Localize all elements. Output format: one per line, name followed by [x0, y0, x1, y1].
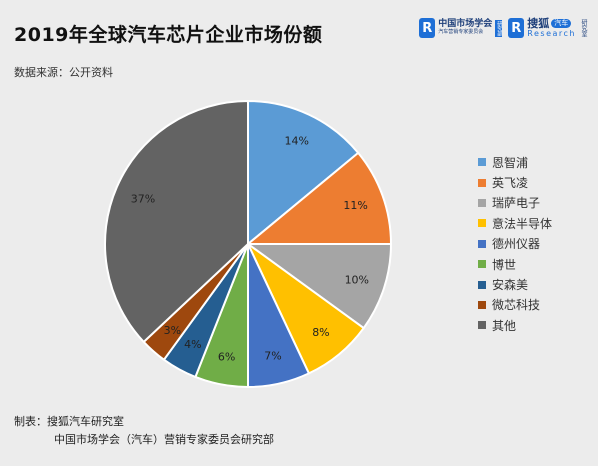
org2-logo-vert: 研究室 — [580, 19, 587, 37]
legend-label-2: 瑞萨电子 — [492, 196, 541, 211]
org2-logo-badge: R — [508, 18, 525, 38]
legend-swatch-6 — [478, 280, 486, 289]
org2-logo-main: 搜狐 — [527, 17, 550, 31]
legend-label-5: 博世 — [492, 257, 517, 272]
pie-labels: 14% 11% 10% 8% 7% 6% 4%3% 37% — [131, 134, 369, 363]
pie-slice-2 — [244, 243, 393, 330]
footer-line-1: 制表：搜狐汽车研究室 — [14, 415, 124, 428]
pie-slice-label-4: 7% — [264, 350, 281, 363]
org1-logo-sub: 汽车营销专家委员会 — [438, 29, 484, 36]
org1-logo-main: 中国市场学会 — [438, 19, 493, 30]
legend-item-1: 英飞凌 — [478, 172, 552, 192]
chart-legend: 恩智浦英飞凌瑞萨电子意法半导体德州仪器博世安森美微芯科技其他 — [478, 152, 552, 336]
legend-item-5: 博世 — [478, 254, 552, 274]
pie-slice-label-8: 37% — [131, 193, 155, 206]
legend-swatch-0 — [478, 158, 486, 167]
legend-item-2: 瑞萨电子 — [478, 193, 552, 213]
pie-slices — [104, 99, 393, 389]
legend-swatch-7 — [478, 300, 486, 309]
org1-logo-tag: 研究部 — [495, 19, 503, 37]
org1-logo-text: 中国市场学会 汽车营销专家委员会 — [438, 19, 493, 36]
legend-label-4: 德州仪器 — [492, 237, 541, 252]
legend-label-8: 其他 — [492, 318, 517, 333]
pie-slice-label-2: 10% — [345, 273, 369, 286]
pie-slice-label-1: 11% — [343, 199, 367, 212]
org2-logo-pill: 汽车 — [551, 19, 572, 29]
pie-slice-1 — [245, 151, 393, 245]
pie-slice-label-3: 8% — [312, 326, 329, 339]
pie-slice-0 — [247, 99, 360, 247]
legend-swatch-4 — [478, 239, 486, 248]
legend-item-6: 安森美 — [478, 274, 552, 294]
legend-swatch-2 — [478, 198, 486, 207]
pie-slice-label-7: 3% — [164, 324, 181, 337]
legend-label-1: 英飞凌 — [492, 176, 529, 191]
org1-logo-badge: R — [419, 18, 436, 38]
org2-logo-text: 搜狐 汽车 Research — [527, 18, 576, 38]
pie-slice-label-5: 6% — [218, 350, 235, 363]
legend-swatch-1 — [478, 178, 486, 187]
pie-slice-label-0: 14% — [284, 134, 308, 147]
legend-item-0: 恩智浦 — [478, 152, 552, 172]
org1-logo: R 中国市场学会 汽车营销专家委员会 研究部 — [419, 18, 503, 38]
chart-title: 2019年全球汽车芯片企业市场份额 — [14, 24, 323, 46]
legend-swatch-8 — [478, 321, 486, 330]
pie-slice-label-6: 4% — [184, 338, 201, 351]
legend-item-4: 德州仪器 — [478, 234, 552, 254]
data-source: 数据来源：公开资料 — [14, 66, 113, 79]
legend-label-3: 意法半导体 — [492, 216, 553, 231]
footer-line-2: 中国市场学会（汽车）营销专家委员会研究部 — [54, 433, 274, 446]
legend-item-7: 微芯科技 — [478, 295, 552, 315]
pie-slice-8 — [104, 99, 249, 344]
footer: 制表：搜狐汽车研究室 中国市场学会（汽车）营销专家委员会研究部 — [14, 413, 274, 449]
org2-logo: R 搜狐 汽车 Research 研究室 — [508, 18, 588, 38]
legend-item-8: 其他 — [478, 315, 552, 335]
legend-item-3: 意法半导体 — [478, 213, 552, 233]
legend-swatch-3 — [478, 219, 486, 228]
legend-label-0: 恩智浦 — [492, 155, 529, 170]
legend-label-7: 微芯科技 — [492, 298, 541, 313]
legend-swatch-5 — [478, 260, 486, 269]
legend-label-6: 安森美 — [492, 278, 529, 293]
logos: R 中国市场学会 汽车营销专家委员会 研究部 R 搜狐 汽车 Research … — [419, 18, 588, 38]
org2-logo-research: Research — [527, 28, 576, 38]
